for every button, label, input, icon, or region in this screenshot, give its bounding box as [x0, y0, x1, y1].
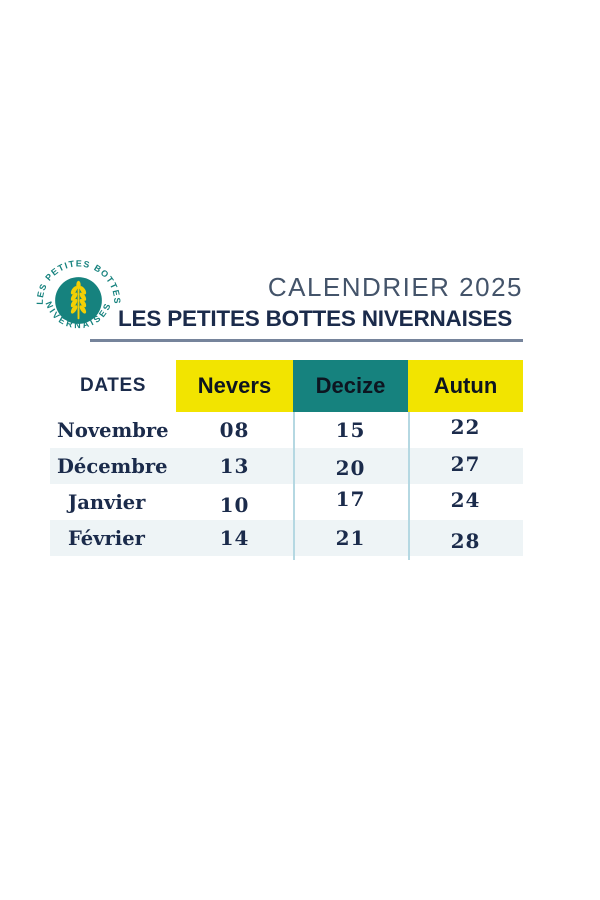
month-label: Novembre: [57, 418, 169, 442]
date-cell: 15: [335, 418, 366, 442]
date-cell: 13: [219, 454, 250, 478]
column-header-decize: Decize: [293, 360, 408, 412]
table-row-janvier: Janvier 10 17 24: [50, 484, 523, 520]
date-cell: 10: [219, 493, 250, 517]
wheat-badge: LES PETITES BOTTES NIVERNAISES: [35, 258, 121, 343]
date-cell: 17: [335, 487, 366, 511]
table-body: Novembre 08 15 22 Décembre 13 20 27 Janv…: [50, 412, 523, 556]
date-cell: 08: [219, 418, 250, 442]
wheat-icon: [70, 280, 87, 320]
month-label: Janvier: [68, 490, 146, 514]
date-cell: 28: [450, 529, 481, 553]
table-row-fevrier: Février 14 21 28: [50, 520, 523, 556]
column-header-autun: Autun: [408, 360, 523, 412]
header-divider: [90, 339, 523, 342]
table-row-novembre: Novembre 08 15 22: [50, 412, 523, 448]
table-row-decembre: Décembre 13 20 27: [50, 448, 523, 484]
brand-title: LES PETITES BOTTES NIVERNAISES: [118, 306, 513, 331]
month-label: Février: [68, 526, 145, 550]
date-cell: 27: [450, 452, 481, 476]
table-header-row: DATES Nevers Decize Autun: [50, 360, 523, 412]
column-header-nevers: Nevers: [176, 360, 293, 412]
month-label: Décembre: [57, 454, 168, 478]
column-separator-right: [408, 412, 410, 560]
date-cell: 24: [450, 488, 481, 512]
column-header-dates: DATES: [80, 375, 146, 396]
date-cell: 20: [335, 456, 366, 480]
date-cell: 22: [450, 415, 481, 439]
calendar-table: DATES Nevers Decize Autun Novembre 08 15…: [50, 360, 523, 560]
date-cell: 14: [219, 526, 250, 550]
column-separator-left: [293, 412, 295, 560]
brand-logo: LES PETITES BOTTES NIVERNAISES: [35, 258, 121, 343]
date-cell: 21: [335, 526, 366, 550]
calendar-year-title: CALENDRIER 2025: [267, 272, 523, 302]
